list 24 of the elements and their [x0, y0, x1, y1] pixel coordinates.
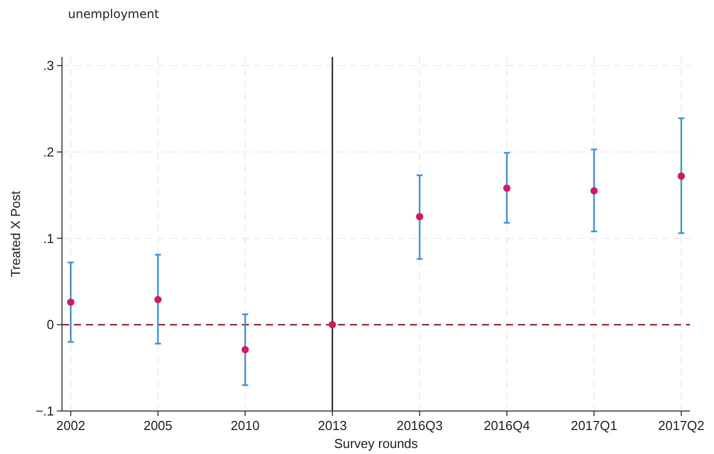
y-tick-label: −.1	[36, 404, 54, 419]
x-tick-label: 2010	[230, 418, 260, 433]
point	[328, 321, 336, 328]
x-tick-label: 2017Q1	[570, 418, 618, 433]
point	[678, 172, 685, 180]
point	[503, 184, 510, 192]
point	[416, 213, 424, 220]
x-axis-title: Survey rounds	[334, 436, 418, 451]
y-tick-label: .1	[43, 230, 54, 246]
chart-title: unemployment	[68, 7, 160, 21]
point	[242, 346, 249, 354]
point	[154, 296, 162, 304]
y-tick-label: .2	[43, 144, 54, 160]
x-tick-label: 2016Q4	[484, 418, 530, 433]
point	[590, 187, 598, 194]
y-axis-title: Treated X Post	[8, 190, 23, 278]
x-tick-label: 2013	[318, 418, 347, 433]
x-tick-label: 2016Q3	[396, 418, 443, 433]
x-tick-label: 2017Q2	[658, 418, 704, 433]
y-tick-label: .3	[43, 58, 54, 74]
x-tick-label: 2002	[56, 418, 86, 433]
point	[67, 298, 74, 306]
y-tick-label: 0	[46, 317, 54, 332]
x-tick-label: 2005	[143, 418, 172, 433]
